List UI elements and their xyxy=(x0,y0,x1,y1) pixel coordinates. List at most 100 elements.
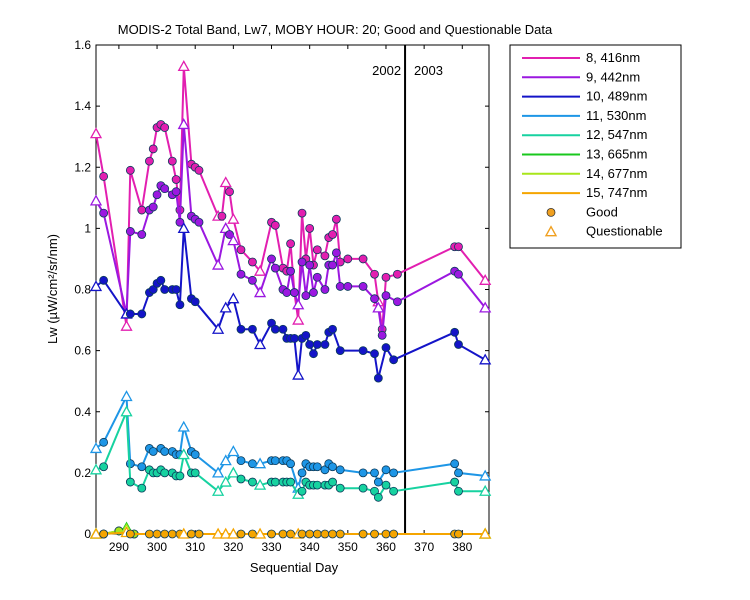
good-point xyxy=(99,275,109,285)
good-point xyxy=(381,480,391,490)
y-tick-label: 1.2 xyxy=(74,160,91,174)
legend-good-marker xyxy=(546,207,556,217)
good-point xyxy=(312,462,322,472)
legend-label: Good xyxy=(586,204,618,219)
good-point xyxy=(370,468,379,478)
good-point xyxy=(160,285,170,294)
good-point xyxy=(331,214,341,224)
good-point xyxy=(171,175,181,184)
axes: 290 300 310 320 330 340 350 360 370 380 0 0.2 0.4 0.6… xyxy=(74,38,489,554)
y-tick-label: 1.6 xyxy=(74,38,91,52)
good-point xyxy=(381,529,391,539)
good-point xyxy=(328,230,337,239)
good-point xyxy=(312,272,322,282)
good-point xyxy=(175,217,185,227)
legend-label: 8, 416nm xyxy=(586,50,640,65)
year-left-label: 2002 xyxy=(372,63,401,78)
questionable-point xyxy=(479,301,492,313)
good-point xyxy=(389,468,399,478)
good-point xyxy=(270,456,280,466)
x-tick-label: 300 xyxy=(147,540,167,554)
good-point xyxy=(137,483,147,493)
series-8-416nm xyxy=(89,60,492,334)
x-tick-label: 360 xyxy=(376,540,396,554)
good-point xyxy=(137,205,147,215)
good-point xyxy=(343,282,353,291)
good-point xyxy=(152,190,162,200)
good-point xyxy=(160,184,170,194)
questionable-point xyxy=(479,484,492,496)
good-point xyxy=(125,477,135,487)
good-point xyxy=(267,254,276,264)
good-point xyxy=(454,486,463,496)
good-point xyxy=(194,217,204,227)
y-tick-label: 0.4 xyxy=(74,405,91,419)
good-point xyxy=(145,156,154,166)
good-point xyxy=(335,465,345,475)
good-point xyxy=(236,456,246,466)
good-point xyxy=(450,459,460,469)
good-point xyxy=(309,349,318,359)
good-point xyxy=(137,309,147,319)
good-point xyxy=(370,294,379,304)
good-point xyxy=(286,239,295,249)
questionable-point xyxy=(227,292,240,304)
good-point xyxy=(450,477,460,487)
good-point xyxy=(290,333,299,343)
good-point xyxy=(381,465,391,475)
good-point xyxy=(305,223,315,233)
good-point xyxy=(160,123,170,132)
good-point xyxy=(236,245,246,255)
good-point xyxy=(301,291,311,301)
questionable-point xyxy=(292,368,305,380)
questionable-point xyxy=(253,527,267,539)
good-point xyxy=(217,211,227,221)
good-point xyxy=(454,529,463,539)
questionable-point xyxy=(89,194,103,206)
legend-label: 13, 665nm xyxy=(586,147,647,162)
good-point xyxy=(171,285,181,294)
good-point xyxy=(160,468,170,478)
good-point xyxy=(312,340,322,349)
good-point xyxy=(320,251,330,261)
questionable-point xyxy=(219,301,232,313)
questionable-point xyxy=(479,353,492,365)
y-tick-label: 1 xyxy=(84,221,91,235)
good-point xyxy=(278,324,288,334)
good-point xyxy=(137,462,147,472)
questionable-point xyxy=(253,286,267,298)
x-tick-label: 350 xyxy=(338,540,358,554)
good-point xyxy=(99,529,109,539)
questionable-point xyxy=(89,280,103,292)
good-point xyxy=(125,309,135,319)
good-point xyxy=(312,480,322,490)
good-point xyxy=(328,529,337,539)
good-point xyxy=(248,459,257,469)
questionable-point xyxy=(253,264,267,276)
questionable-point xyxy=(219,527,232,539)
good-point xyxy=(393,297,402,307)
good-point xyxy=(236,269,246,279)
good-point xyxy=(370,269,379,279)
good-point xyxy=(297,529,307,539)
good-point xyxy=(160,447,170,456)
good-point xyxy=(194,165,204,175)
y-tick-label: 0.8 xyxy=(74,283,91,297)
good-point xyxy=(305,260,315,270)
good-point xyxy=(309,288,318,297)
x-tick-label: 320 xyxy=(223,540,243,554)
good-point xyxy=(248,257,257,267)
good-point xyxy=(186,529,196,539)
good-point xyxy=(286,266,295,276)
good-point xyxy=(156,275,166,285)
questionable-point xyxy=(227,445,240,457)
legend-label: Questionable xyxy=(586,224,663,239)
legend-label: 10, 489nm xyxy=(586,89,647,104)
good-point xyxy=(236,529,246,539)
good-point xyxy=(358,468,368,478)
good-point xyxy=(148,447,158,456)
good-point xyxy=(167,529,177,539)
good-point xyxy=(358,254,368,264)
good-point xyxy=(389,486,399,496)
good-point xyxy=(312,529,322,539)
